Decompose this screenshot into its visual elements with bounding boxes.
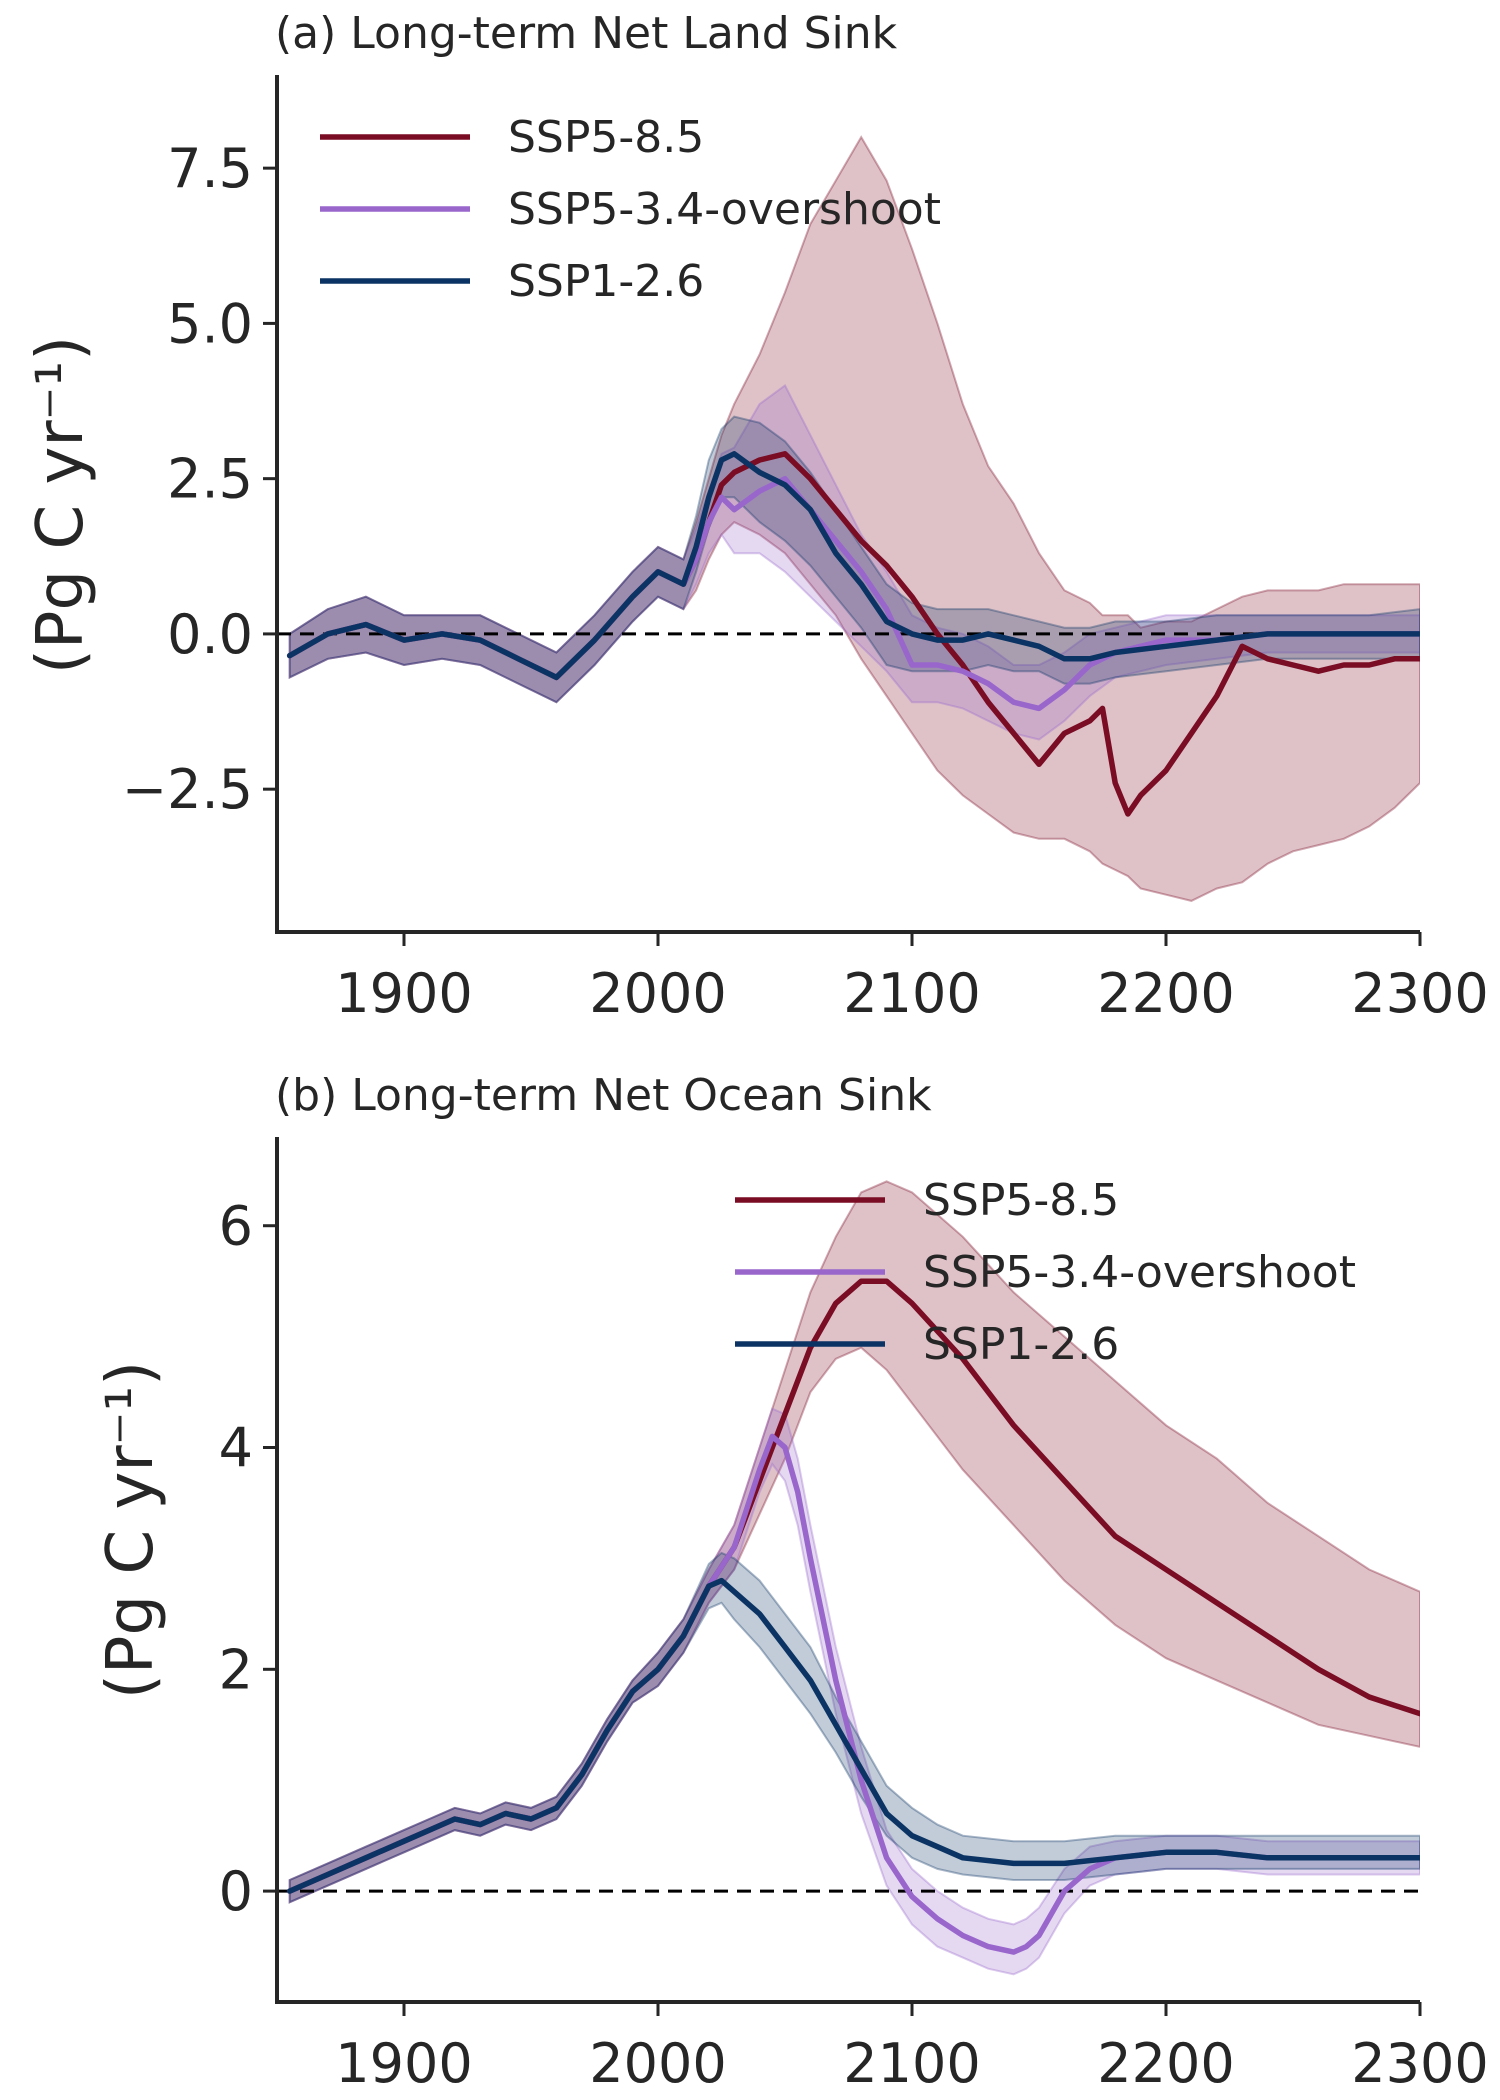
- panel-a-plot-area: 1900 2000 2100 2200 2300 −2.5 0.0 2.5 5.0 7.5 SSP5…: [122, 75, 1489, 1025]
- panel-b-x-tick-label: 1900: [335, 2032, 472, 2095]
- panel-b-ocean-sink: (b) Long-term Net Ocean Sink 1900 2000 210…: [94, 1070, 1489, 2095]
- panel-b-title: (b) Long-term Net Ocean Sink: [275, 1070, 932, 1121]
- panel-b-y-tick-label: 0: [219, 1860, 253, 1923]
- panel-a-x-tick-label: 1900: [335, 962, 472, 1025]
- panel-a-y-tick-label: 5.0: [167, 292, 253, 355]
- panel-a-y-tick-label: 7.5: [167, 137, 253, 200]
- panel-b-y-tick-label: 2: [219, 1638, 253, 1701]
- panel-b-band-ssp5-3-4-overshoot: [288, 1407, 1420, 1976]
- panel-a-legend-label: SSP5-8.5: [508, 112, 704, 163]
- panel-a-legend-label: SSP1-2.6: [508, 256, 704, 307]
- panel-a-x-tick-label: 2300: [1351, 962, 1488, 1025]
- panel-a-y-tick-label: 0.0: [167, 603, 253, 666]
- panel-a-data-layer: [277, 135, 1420, 902]
- panel-b-x-tick-label: 2000: [589, 2032, 726, 2095]
- panel-b-ylabel: (Pg C yr⁻¹): [94, 1361, 168, 1699]
- panel-a-land-sink: (a) Long-term Net Land Sink 1900 2000 2100…: [24, 8, 1489, 1025]
- panel-b-y-tick-label: 4: [219, 1417, 253, 1480]
- panel-a-y-tick-label: 2.5: [167, 448, 253, 511]
- panel-a-x-tick-label: 2200: [1097, 962, 1234, 1025]
- panel-a-band-ssp1-2-6: [288, 415, 1420, 704]
- panel-b-band-ssp5-8-5: [288, 1180, 1420, 1904]
- panel-a-x-tick-label: 2100: [843, 962, 980, 1025]
- panel-a-x-tick-label: 2000: [589, 962, 726, 1025]
- panel-b-band-ssp1-2-6: [288, 1551, 1420, 1904]
- panel-a-legend-label: SSP5-3.4-overshoot: [508, 184, 941, 235]
- panel-a-title: (a) Long-term Net Land Sink: [275, 8, 898, 59]
- panel-b-legend-label: SSP5-3.4-overshoot: [923, 1247, 1356, 1298]
- panel-a-ylabel: (Pg C yr⁻¹): [24, 336, 98, 674]
- panel-b-plot-area: 1900 2000 2100 2200 2300 0 2 4 6 SSP5-8.5 SSP5-3.4…: [219, 1137, 1489, 2095]
- panel-b-data-layer: [277, 1180, 1420, 1976]
- panel-a-y-tick-label: −2.5: [122, 758, 253, 821]
- panel-b-legend-label: SSP1-2.6: [923, 1319, 1119, 1370]
- panel-b-x-tick-label: 2200: [1097, 2032, 1234, 2095]
- panel-a-legend: SSP5-8.5 SSP5-3.4-overshoot SSP1-2.6: [320, 112, 941, 307]
- panel-a-line-ssp1-2-6: [286, 451, 1420, 681]
- panel-b-x-tick-label: 2300: [1351, 2032, 1488, 2095]
- panel-b-line-ssp1-2-6: [286, 1577, 1420, 1894]
- panel-b-y-tick-label: 6: [219, 1195, 253, 1258]
- panel-a-band-ssp5-8-5: [288, 135, 1420, 902]
- panel-b-legend-label: SSP5-8.5: [923, 1175, 1119, 1226]
- panel-b-legend: SSP5-8.5 SSP5-3.4-overshoot SSP1-2.6: [735, 1175, 1356, 1370]
- panel-b-x-tick-label: 2100: [843, 2032, 980, 2095]
